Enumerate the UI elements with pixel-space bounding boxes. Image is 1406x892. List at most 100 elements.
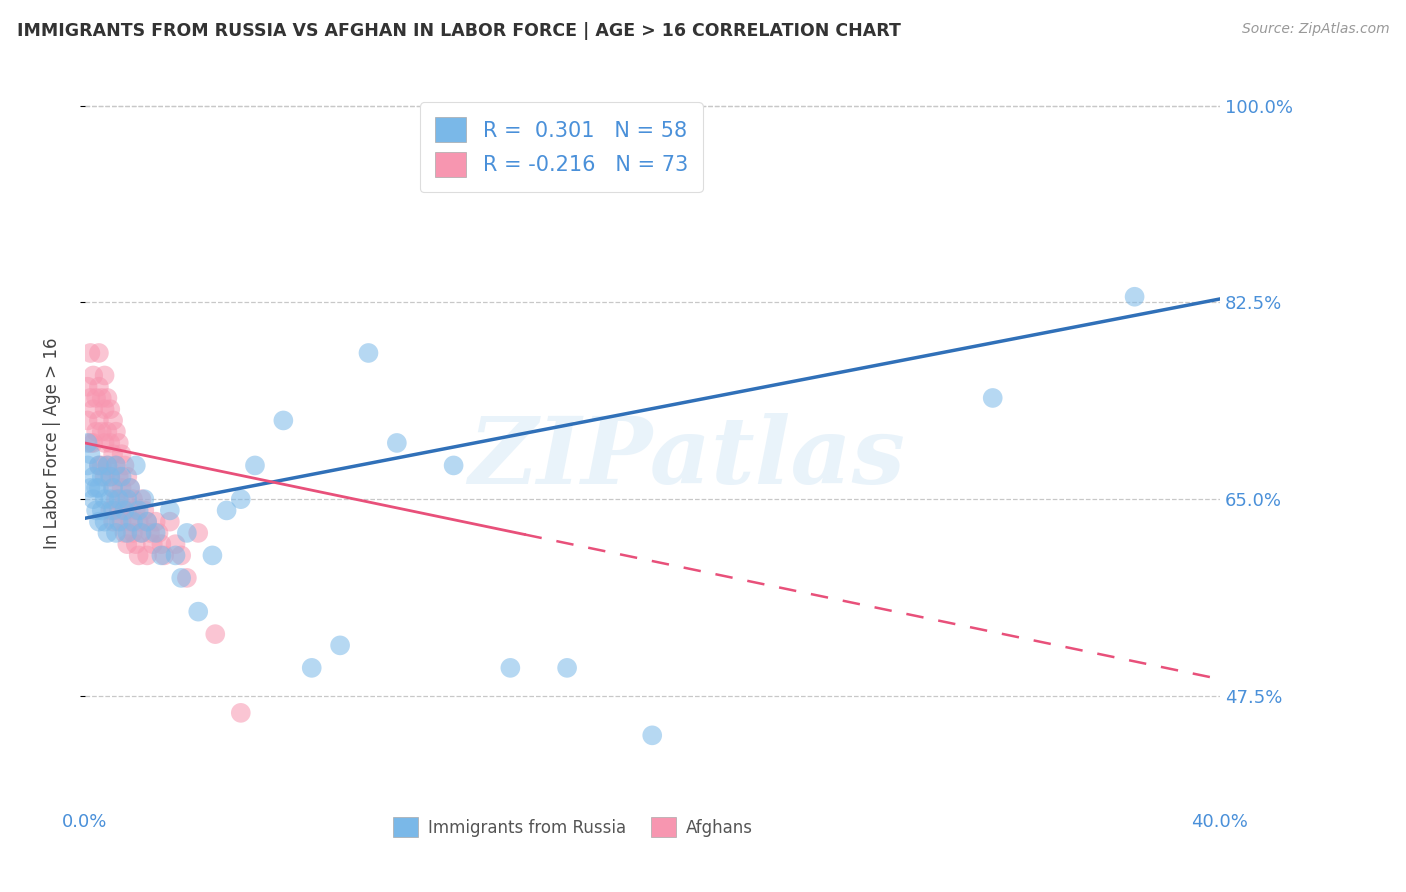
Point bbox=[107, 492, 129, 507]
Point bbox=[82, 436, 104, 450]
Point bbox=[76, 458, 98, 473]
Point bbox=[90, 458, 112, 473]
Point bbox=[84, 391, 107, 405]
Point bbox=[170, 571, 193, 585]
Point bbox=[125, 537, 148, 551]
Point bbox=[84, 481, 107, 495]
Point bbox=[125, 503, 148, 517]
Point bbox=[87, 413, 110, 427]
Point bbox=[201, 549, 224, 563]
Point bbox=[243, 458, 266, 473]
Point bbox=[128, 549, 150, 563]
Point bbox=[93, 402, 115, 417]
Point bbox=[98, 503, 121, 517]
Point bbox=[93, 515, 115, 529]
Text: Source: ZipAtlas.com: Source: ZipAtlas.com bbox=[1241, 22, 1389, 37]
Point bbox=[159, 515, 181, 529]
Point bbox=[104, 425, 127, 439]
Point bbox=[215, 503, 238, 517]
Point bbox=[76, 436, 98, 450]
Point bbox=[159, 503, 181, 517]
Point bbox=[122, 525, 145, 540]
Point bbox=[110, 481, 132, 495]
Point bbox=[87, 458, 110, 473]
Point bbox=[87, 481, 110, 495]
Point bbox=[114, 503, 136, 517]
Point bbox=[93, 469, 115, 483]
Point bbox=[229, 706, 252, 720]
Point bbox=[136, 515, 159, 529]
Point bbox=[79, 447, 101, 461]
Point bbox=[555, 661, 578, 675]
Point bbox=[107, 515, 129, 529]
Point bbox=[134, 503, 156, 517]
Point bbox=[90, 503, 112, 517]
Text: ZIPatlas: ZIPatlas bbox=[468, 413, 905, 502]
Point bbox=[120, 481, 142, 495]
Point bbox=[176, 571, 198, 585]
Point bbox=[110, 469, 132, 483]
Point bbox=[120, 481, 142, 495]
Point bbox=[90, 391, 112, 405]
Point bbox=[101, 413, 124, 427]
Point bbox=[142, 537, 165, 551]
Point bbox=[329, 639, 352, 653]
Point bbox=[301, 661, 323, 675]
Point bbox=[120, 515, 142, 529]
Point bbox=[122, 492, 145, 507]
Point bbox=[84, 503, 107, 517]
Point bbox=[145, 525, 167, 540]
Point bbox=[96, 525, 118, 540]
Point bbox=[204, 627, 226, 641]
Point bbox=[96, 458, 118, 473]
Point bbox=[93, 368, 115, 383]
Point bbox=[96, 425, 118, 439]
Point bbox=[87, 380, 110, 394]
Point bbox=[641, 728, 664, 742]
Point bbox=[114, 492, 136, 507]
Point bbox=[79, 391, 101, 405]
Point bbox=[357, 346, 380, 360]
Point bbox=[101, 481, 124, 495]
Point bbox=[79, 346, 101, 360]
Point bbox=[104, 525, 127, 540]
Point bbox=[84, 425, 107, 439]
Point bbox=[79, 481, 101, 495]
Point bbox=[101, 481, 124, 495]
Point bbox=[443, 458, 465, 473]
Point bbox=[104, 458, 127, 473]
Point bbox=[148, 525, 170, 540]
Text: IMMIGRANTS FROM RUSSIA VS AFGHAN IN LABOR FORCE | AGE > 16 CORRELATION CHART: IMMIGRANTS FROM RUSSIA VS AFGHAN IN LABO… bbox=[17, 22, 901, 40]
Point bbox=[90, 425, 112, 439]
Point bbox=[165, 549, 187, 563]
Point bbox=[1123, 290, 1146, 304]
Point bbox=[131, 525, 153, 540]
Point bbox=[150, 537, 173, 551]
Point bbox=[98, 436, 121, 450]
Point bbox=[499, 661, 522, 675]
Point bbox=[131, 525, 153, 540]
Point bbox=[101, 515, 124, 529]
Point bbox=[139, 525, 162, 540]
Point bbox=[82, 368, 104, 383]
Point bbox=[385, 436, 408, 450]
Point bbox=[98, 492, 121, 507]
Point bbox=[98, 402, 121, 417]
Point bbox=[128, 503, 150, 517]
Point bbox=[98, 469, 121, 483]
Point bbox=[145, 515, 167, 529]
Point bbox=[981, 391, 1004, 405]
Point bbox=[187, 525, 209, 540]
Point bbox=[117, 537, 139, 551]
Point bbox=[273, 413, 295, 427]
Point bbox=[134, 492, 156, 507]
Point bbox=[170, 549, 193, 563]
Point bbox=[125, 458, 148, 473]
Point bbox=[110, 515, 132, 529]
Point bbox=[153, 549, 176, 563]
Point bbox=[176, 525, 198, 540]
Point bbox=[82, 402, 104, 417]
Point bbox=[165, 537, 187, 551]
Point bbox=[150, 549, 173, 563]
Point bbox=[101, 447, 124, 461]
